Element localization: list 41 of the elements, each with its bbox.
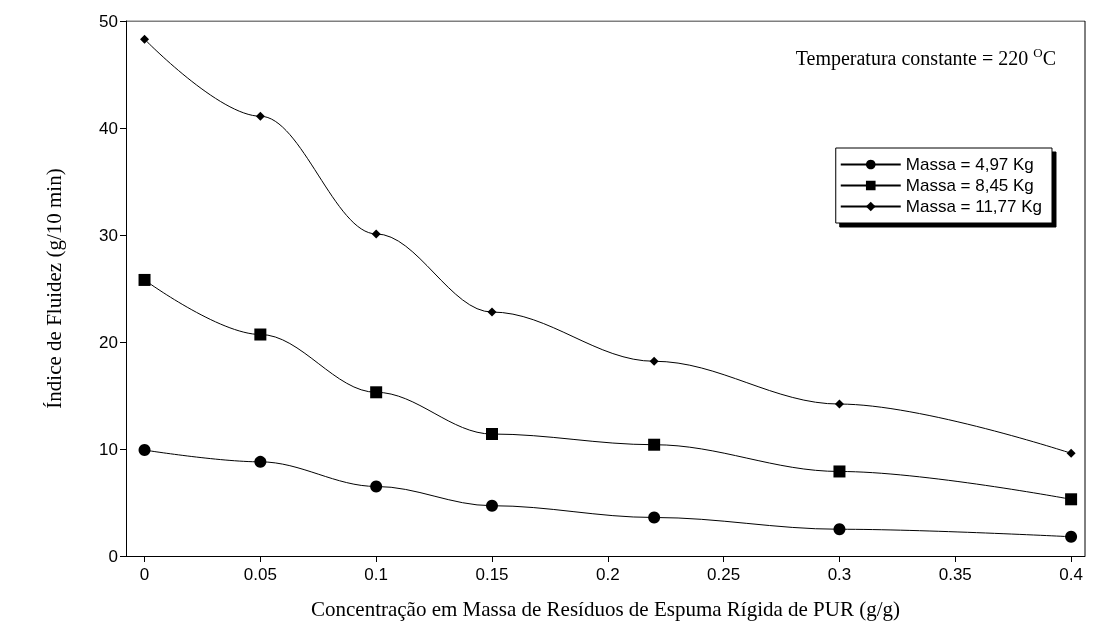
- y-tick-label: 50: [99, 11, 118, 31]
- y-tick-label: 20: [99, 332, 118, 352]
- y-tick-label: 40: [99, 118, 118, 138]
- point: [371, 229, 381, 239]
- point: [648, 438, 661, 451]
- y-tick-label: 0: [108, 546, 118, 566]
- x-tick-label: 0: [139, 565, 150, 584]
- point: [138, 273, 151, 286]
- y-tick-label: 30: [99, 225, 118, 245]
- x-tick-label: 0.4: [1059, 565, 1083, 584]
- point: [370, 480, 383, 493]
- legend-label: Massa = 8,45 Kg: [905, 176, 1034, 195]
- point: [138, 444, 151, 457]
- point: [833, 465, 846, 478]
- point: [140, 34, 150, 44]
- x-tick-label: 0.15: [475, 565, 509, 584]
- x-tick-label: 0.1: [364, 565, 388, 584]
- point: [1065, 530, 1078, 543]
- x-tick-label: 0.25: [707, 565, 741, 584]
- x-tick-label: 0.2: [596, 565, 620, 584]
- x-tick-label: 0.3: [827, 565, 852, 584]
- legend-label: Massa = 11,77 Kg: [905, 197, 1043, 216]
- point: [255, 111, 265, 121]
- point: [486, 428, 498, 441]
- point: [834, 399, 844, 409]
- point: [1065, 493, 1078, 506]
- y-tick-label: 10: [99, 439, 118, 459]
- point: [1066, 448, 1076, 458]
- point: [833, 523, 846, 536]
- x-axis-title: Concentração em Massa de Resíduos de Espuma Rígida de PUR (g/g): [310, 596, 901, 621]
- legend-label: Massa = 4,97 Kg: [905, 155, 1034, 174]
- point: [649, 356, 659, 366]
- point: [254, 328, 267, 341]
- point: [370, 386, 383, 399]
- point: [648, 511, 661, 524]
- y-axis-title: Índice de Fluidez (g/10 min): [41, 168, 66, 409]
- point: [486, 499, 498, 512]
- point: [487, 307, 497, 317]
- point: [254, 455, 267, 468]
- x-tick-label: 0.05: [243, 565, 277, 584]
- x-tick-label: 0.35: [938, 565, 972, 584]
